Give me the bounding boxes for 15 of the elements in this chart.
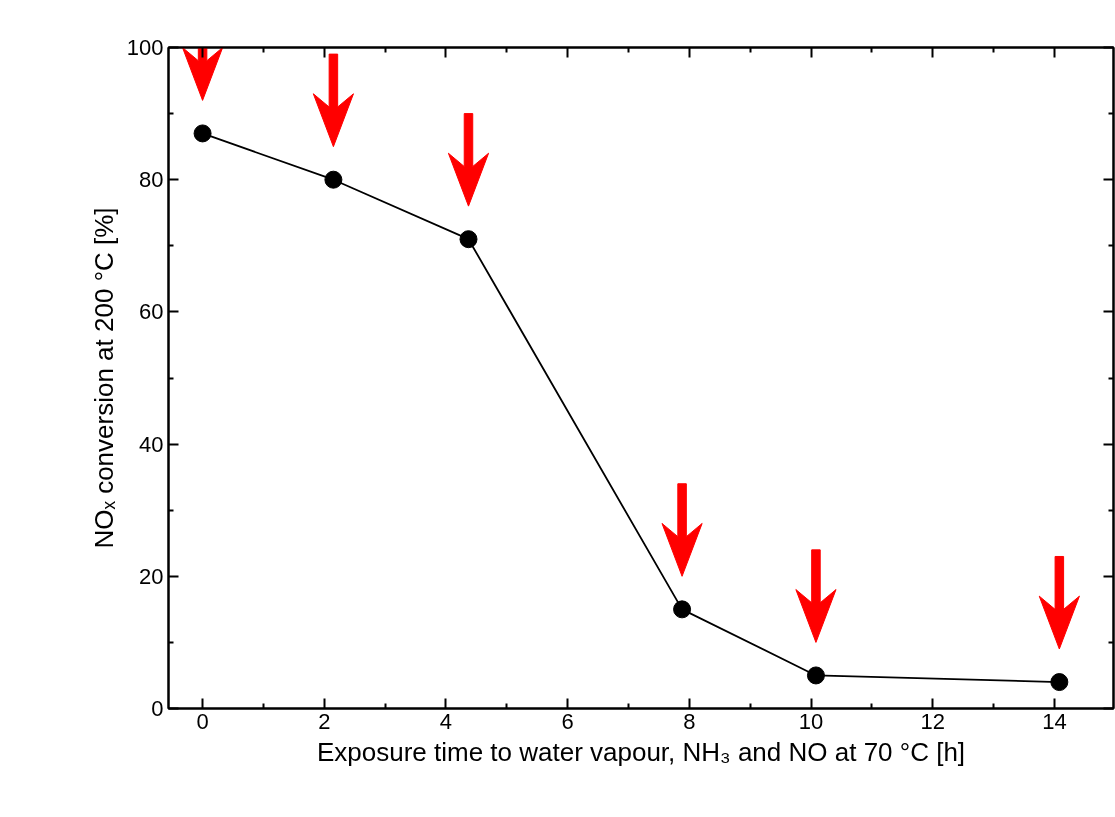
y-tick-label: 40 [139,431,164,457]
x-tick-label: 0 [196,708,209,734]
x-tick-label: 4 [439,708,453,734]
x-tick-label: 8 [683,708,696,734]
x-tick-label: 14 [1042,708,1067,734]
x-tick-label: 10 [798,708,824,734]
y-axis-title: NOₓ conversion at 200 °C [%] [88,207,119,549]
x-tick-label: 12 [920,708,946,734]
x-tick-label: 2 [318,708,331,734]
y-tick-label: 80 [139,167,164,193]
y-tick-label: 20 [139,563,164,589]
y-tick-label: 60 [139,299,164,325]
x-axis-title: Exposure time to water vapour, NH₃ and NO at 70 °C [h] [316,736,966,767]
x-tick-label: 6 [561,708,574,734]
y-tick-label: 100 [126,35,164,60]
